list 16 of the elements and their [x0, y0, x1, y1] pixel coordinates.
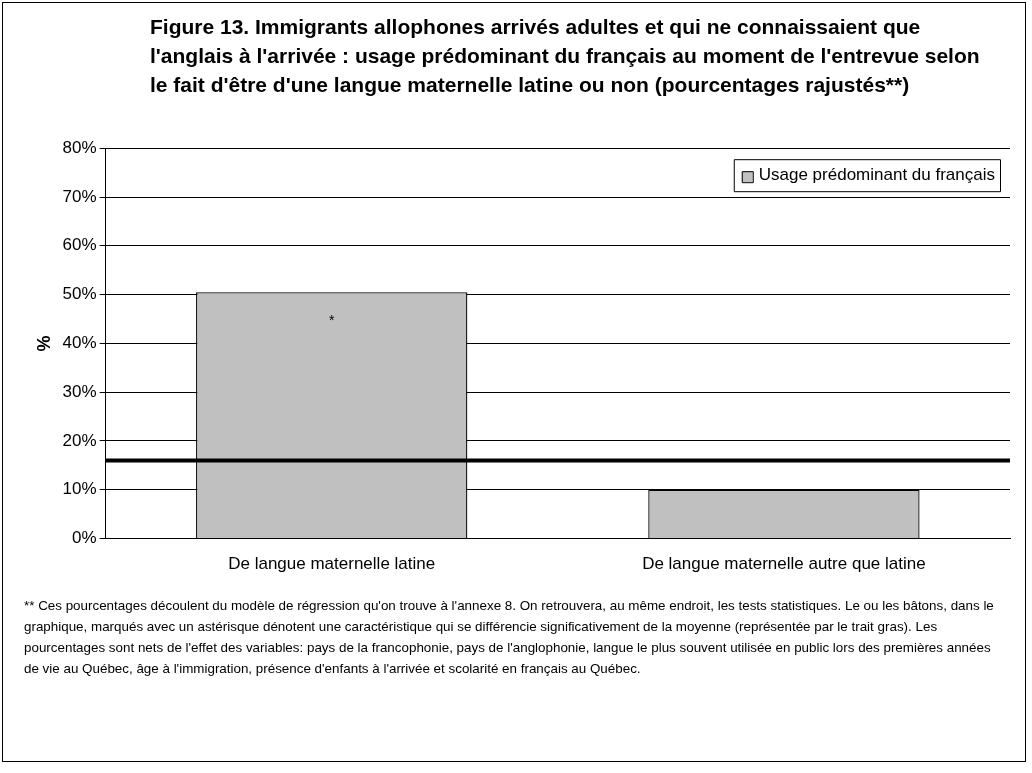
- legend-label: Usage prédominant du français: [758, 165, 995, 185]
- x-tick-label: De langue maternelle autre que latine: [642, 554, 926, 574]
- y-tick-label: 40%: [62, 333, 97, 353]
- y-tick-label: 70%: [62, 186, 97, 206]
- y-axis-title: %: [33, 335, 54, 352]
- y-tick-label: 80%: [62, 137, 97, 157]
- y-tick-label: 20%: [62, 430, 97, 450]
- y-tick-label: 10%: [62, 479, 97, 499]
- x-tick-label: De langue maternelle latine: [228, 554, 436, 574]
- text: ** Ces pourcentages découlent du modèle de régression qu'on trouve à l'annexe 8. On retrouvera, au même endroit, les tests statistiques. Le ou les bâtons, dans le graphique, marqués avec un astérisque dénotent une caractéristique qui se différencie significativement de la moyenne (représentée par le trait gras). Les pourcentages sont nets de l'effet des variables: pays de la francophonie, pays de l'anglophonie, langue le plus souvent utilisée en public lors des premières années de vie au Québec, âge à l'immigration, présence d'enfants à l'arrivée et scolarité en français au Québec.: [24, 597, 995, 678]
- data-label: *: [328, 312, 335, 329]
- y-tick-label: 60%: [62, 235, 97, 255]
- chart-title: Figure 13. Immigrants allophones arrivés adultes et qui ne connaissaient que l'anglais à l'arrivée : usage prédominant du français au moment de l'entrevue selon le fait d'être d'une langue maternelle latine ou non (pourcentages rajustés**): [150, 14, 980, 98]
- y-tick-label: 0%: [72, 528, 97, 548]
- y-tick-label: 50%: [62, 284, 97, 304]
- y-tick-label: 30%: [62, 381, 97, 401]
